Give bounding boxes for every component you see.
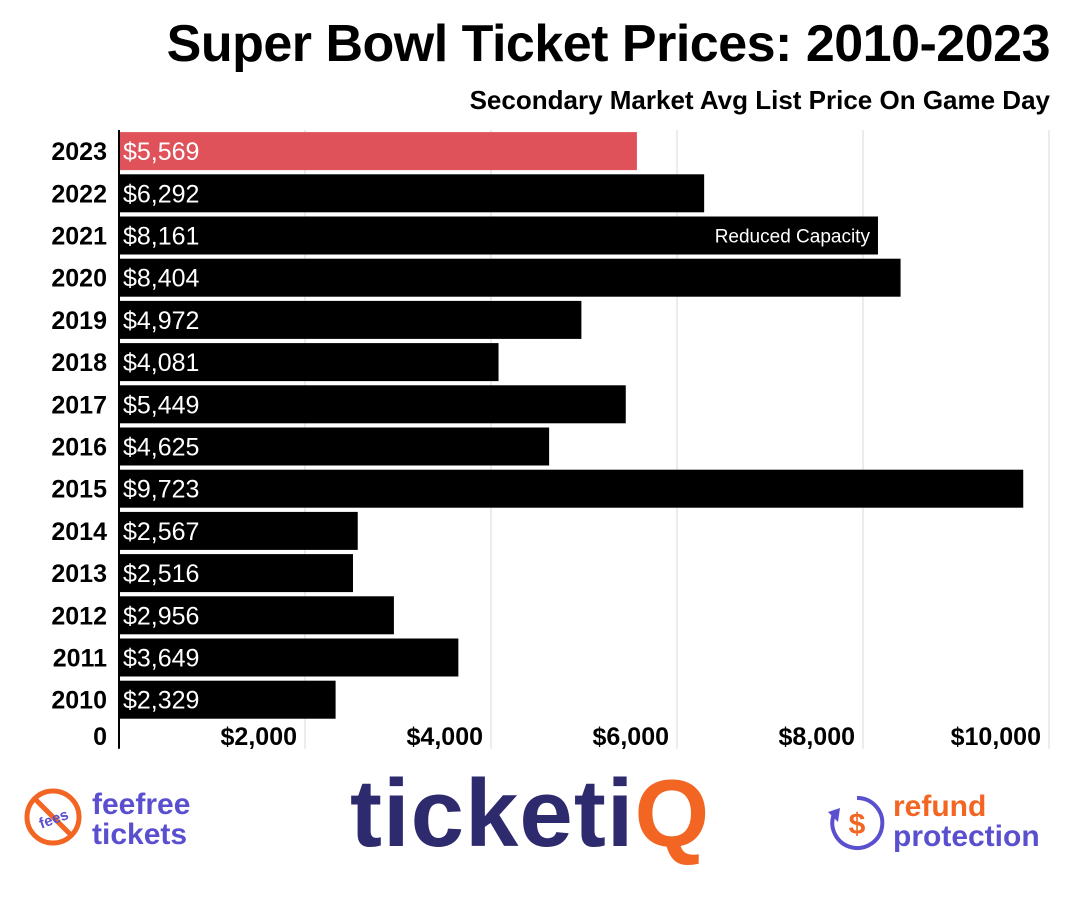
chart-subtitle: Secondary Market Avg List Price On Game … — [469, 85, 1050, 115]
brand-accent: Q — [634, 760, 711, 867]
bar-2023 — [119, 132, 637, 171]
data-label-2012: $2,956 — [123, 602, 199, 630]
y-tick-label-2014: 2014 — [51, 518, 107, 546]
y-tick-label-2018: 2018 — [51, 349, 107, 377]
x-tick-label-10000: $10,000 — [951, 723, 1041, 751]
y-tick-label-2012: 2012 — [51, 602, 107, 630]
x-tick-label-6000: $6,000 — [593, 723, 669, 751]
data-label-2014: $2,567 — [123, 518, 199, 546]
bar-2015 — [119, 469, 1024, 508]
feefree-line2: tickets — [92, 818, 188, 851]
brand-main: ticketi — [350, 760, 635, 867]
y-tick-label-2016: 2016 — [51, 434, 107, 462]
x-tick-label-0: 0 — [93, 723, 107, 751]
data-label-2013: $2,516 — [123, 560, 199, 588]
bar-2016 — [119, 427, 550, 466]
refund-line1: refund — [893, 790, 987, 823]
bar-2013 — [119, 554, 353, 593]
y-tick-label-2023: 2023 — [51, 138, 107, 166]
y-tick-label-2015: 2015 — [51, 476, 107, 504]
refund-dollar-symbol: $ — [849, 808, 866, 841]
data-label-2010: $2,329 — [123, 687, 199, 715]
bar-2018 — [119, 343, 499, 382]
annotation-2021: Reduced Capacity — [715, 227, 871, 248]
data-label-2011: $3,649 — [123, 645, 199, 673]
refund-icon: $ — [828, 795, 885, 850]
y-tick-label-2013: 2013 — [51, 560, 107, 588]
data-label-2020: $8,404 — [123, 265, 200, 293]
bar-2021 — [119, 216, 878, 255]
data-label-2017: $5,449 — [123, 391, 199, 419]
y-tick-label-2017: 2017 — [51, 391, 107, 419]
chart-title: Super Bowl Ticket Prices: 2010-2023 — [166, 15, 1051, 73]
data-label-2019: $4,972 — [123, 307, 199, 335]
data-label-2022: $6,292 — [123, 180, 199, 208]
y-tick-label-2022: 2022 — [51, 180, 107, 208]
x-tick-label-2000: $2,000 — [221, 723, 297, 751]
y-tick-label-2010: 2010 — [51, 687, 107, 715]
bar-2010 — [119, 680, 336, 719]
refund-protection-logo: refund protection — [893, 792, 1040, 852]
data-label-2023: $5,569 — [123, 138, 199, 166]
feefree-line1: feefree — [92, 788, 191, 821]
y-tick-label-2011: 2011 — [53, 645, 107, 673]
no-fees-icon: fees — [24, 788, 82, 846]
bar-2012 — [119, 596, 394, 635]
data-label-2015: $9,723 — [123, 476, 199, 504]
ticketiq-logo: ticketiQ — [350, 764, 710, 864]
x-tick-label-4000: $4,000 — [407, 723, 483, 751]
bar-2022 — [119, 174, 705, 213]
feefree-tickets-logo: feefree tickets — [92, 790, 190, 850]
bar-chart: 2023 $5,569 2022 $6,292 2021 $8,161 Reduced Ca… — [51, 130, 1050, 751]
bar-2020 — [119, 258, 901, 297]
y-tick-label-2020: 2020 — [51, 265, 107, 293]
y-tick-label-2019: 2019 — [51, 307, 107, 335]
y-tick-label-2021: 2021 — [51, 223, 107, 251]
data-label-2016: $4,625 — [123, 434, 199, 462]
data-label-2021: $8,161 — [123, 223, 199, 251]
data-label-2018: $4,081 — [123, 349, 199, 377]
bar-2011 — [119, 638, 459, 677]
bar-2014 — [119, 511, 358, 550]
bar-2019 — [119, 300, 582, 339]
x-tick-label-8000: $8,000 — [779, 723, 855, 751]
bar-2017 — [119, 385, 626, 424]
refund-line2: protection — [893, 820, 1040, 853]
